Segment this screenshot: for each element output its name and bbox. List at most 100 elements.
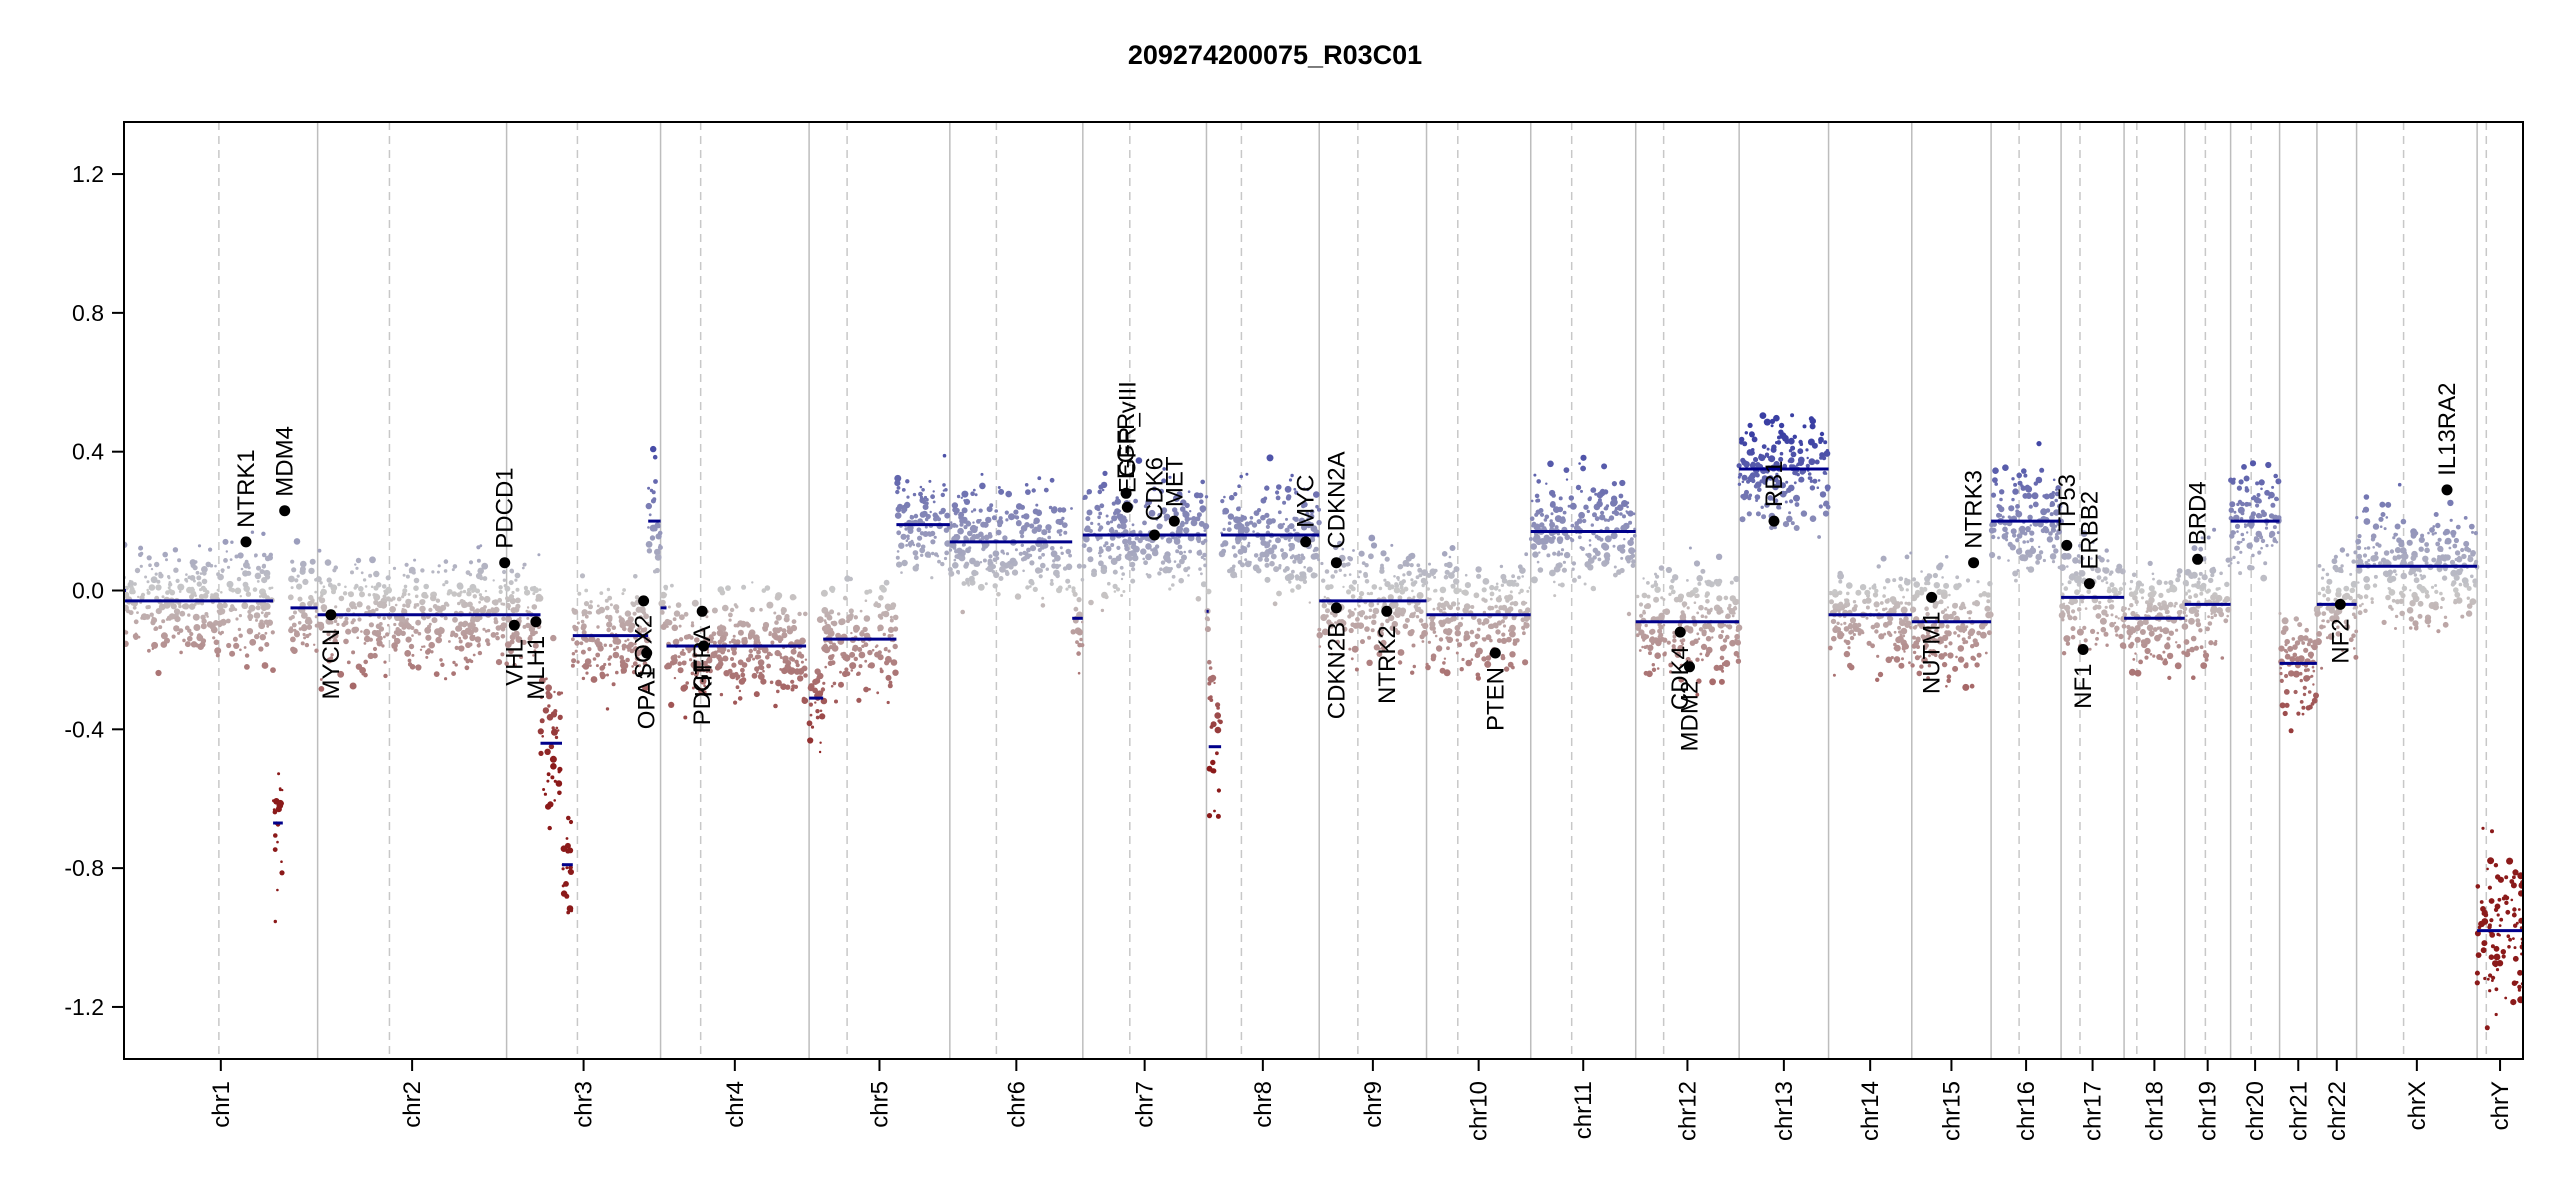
- probe-point: [146, 588, 149, 592]
- probe-point: [433, 671, 440, 677]
- probe-point: [2195, 621, 2202, 628]
- probe-point: [1448, 572, 1455, 579]
- probe-point: [1695, 692, 1700, 697]
- probe-point: [2028, 504, 2033, 509]
- probe-point: [511, 590, 515, 595]
- probe-point: [273, 833, 278, 838]
- probe-point: [200, 623, 207, 630]
- probe-point: [2069, 573, 2077, 580]
- probe-point: [2103, 576, 2108, 581]
- probe-point: [296, 583, 303, 590]
- probe-point: [673, 610, 681, 617]
- probe-point: [1792, 434, 1798, 439]
- probe-point: [2229, 533, 2235, 539]
- probe-point: [1294, 574, 1300, 579]
- probe-point: [1768, 457, 1772, 461]
- probe-point: [779, 656, 783, 659]
- probe-point: [1145, 553, 1152, 561]
- probe-point: [905, 544, 908, 547]
- probe-point: [1704, 615, 1708, 619]
- probe-point: [1720, 630, 1725, 634]
- probe-point: [1010, 558, 1015, 563]
- probe-point: [1373, 644, 1380, 651]
- probe-point: [619, 655, 624, 660]
- probe-point: [1865, 605, 1870, 610]
- probe-point: [1681, 638, 1686, 643]
- probe-point: [1259, 535, 1266, 542]
- probe-point: [290, 586, 294, 590]
- probe-point: [1754, 472, 1759, 477]
- probe-point: [827, 660, 834, 666]
- probe-point: [1489, 597, 1493, 601]
- probe-point: [1448, 617, 1454, 623]
- probe-point: [2250, 511, 2256, 517]
- probe-point: [495, 635, 500, 641]
- probe-point: [1837, 632, 1844, 640]
- probe-point: [1239, 518, 1244, 522]
- probe-point: [734, 605, 739, 609]
- probe-point: [1291, 569, 1295, 574]
- probe-point: [2418, 546, 2424, 552]
- probe-point: [1105, 514, 1109, 518]
- probe-point: [735, 685, 740, 690]
- probe-point: [1709, 678, 1716, 686]
- probe-point: [1626, 501, 1630, 505]
- probe-point: [921, 510, 928, 517]
- probe-point: [2343, 592, 2351, 600]
- probe-point: [919, 485, 923, 489]
- probe-point: [924, 525, 928, 529]
- probe-point: [1908, 661, 1911, 665]
- probe-point: [940, 561, 945, 567]
- probe-point: [893, 626, 899, 632]
- probe-point: [769, 680, 774, 685]
- probe-point: [661, 594, 665, 598]
- probe-point: [1456, 632, 1460, 636]
- probe-point: [278, 787, 282, 791]
- probe-point: [184, 641, 191, 648]
- probe-point: [2140, 583, 2144, 587]
- probe-point: [264, 611, 269, 616]
- probe-point: [526, 616, 530, 620]
- probe-point: [1341, 562, 1347, 568]
- probe-point: [699, 677, 707, 685]
- probe-point: [1060, 507, 1067, 513]
- probe-point: [458, 621, 464, 627]
- probe-point: [1397, 595, 1403, 601]
- probe-point: [1809, 485, 1816, 491]
- probe-point: [413, 628, 419, 634]
- probe-point: [1320, 561, 1324, 566]
- probe-point: [244, 653, 250, 658]
- probe-point: [790, 624, 798, 632]
- probe-point: [1834, 626, 1839, 631]
- probe-point: [791, 619, 797, 624]
- probe-point: [1176, 563, 1182, 569]
- probe-point: [2270, 544, 2274, 547]
- probe-point: [2267, 496, 2271, 500]
- probe-point: [937, 517, 941, 522]
- probe-point: [824, 623, 831, 631]
- probe-point: [1577, 535, 1582, 540]
- probe-point: [2198, 546, 2204, 552]
- probe-point: [950, 521, 953, 524]
- probe-point: [2279, 678, 2284, 684]
- probe-point: [1513, 579, 1517, 583]
- probe-point: [2236, 485, 2242, 491]
- probe-point: [2138, 659, 2144, 665]
- probe-point: [1507, 606, 1514, 612]
- probe-point: [839, 670, 842, 674]
- probe-point: [1557, 506, 1564, 513]
- probe-point: [1434, 634, 1438, 638]
- probe-point: [1590, 523, 1595, 527]
- probe-point: [1700, 614, 1705, 618]
- probe-point: [1165, 537, 1173, 544]
- probe-point: [1697, 637, 1701, 641]
- probe-point: [1654, 652, 1661, 659]
- probe-point: [500, 634, 506, 639]
- probe-point: [1674, 651, 1682, 658]
- probe-point: [457, 601, 461, 606]
- probe-point: [795, 663, 800, 668]
- probe-point: [1722, 638, 1728, 643]
- probe-point: [364, 585, 368, 588]
- probe-point: [314, 609, 319, 613]
